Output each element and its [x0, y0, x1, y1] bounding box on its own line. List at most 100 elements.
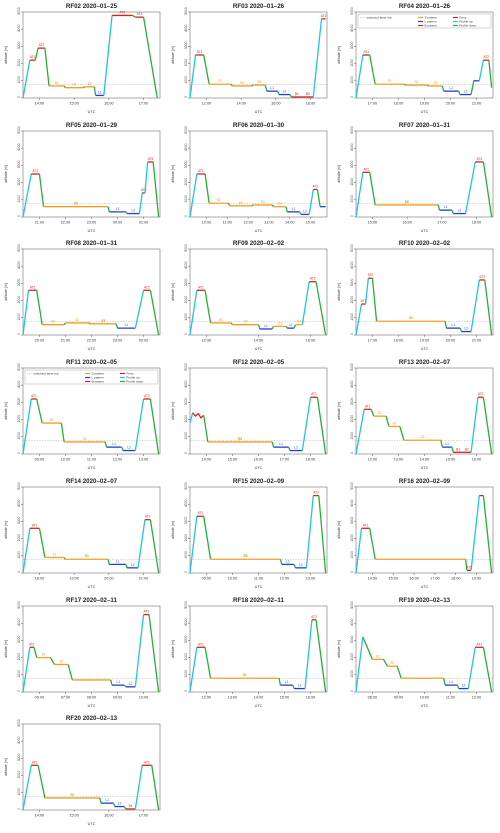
legend-label: Profile up	[126, 376, 139, 380]
segment-label: S1	[53, 553, 57, 557]
flight-segment-cyan	[355, 303, 363, 336]
x-tick-label: 11:00	[87, 458, 96, 462]
segment-label: S2	[409, 316, 413, 320]
flight-segment-green	[123, 684, 127, 688]
flight-panel-rf06: RF06 2020–01–30 0 1000 2000 3000 4000 5000 alti…	[170, 119, 330, 235]
flight-segment-cyan	[22, 765, 32, 811]
x-tick-label: 20:00	[446, 339, 456, 343]
flight-segment-green	[152, 161, 160, 218]
flight-segment-cyan	[137, 519, 146, 568]
plot-frame	[189, 11, 328, 99]
segment-label: AT3	[479, 275, 485, 279]
flight-segment-green	[204, 647, 212, 679]
y-tick-label: 5000	[17, 363, 21, 371]
x-tick-label: 16:00	[306, 339, 316, 343]
flight-segment-green	[34, 47, 39, 61]
y-tick-label: 4000	[350, 24, 354, 32]
flight-segment-green	[440, 440, 443, 448]
y-tick-label: 0	[350, 452, 354, 454]
flight-segment-green	[403, 83, 406, 86]
flight-segment-cyan	[301, 281, 310, 325]
y-tick-label: 3000	[350, 279, 354, 287]
segment-label: S2	[70, 793, 74, 797]
segment-label: L2	[462, 684, 466, 688]
chart-title: RF10 2020–02–02	[399, 240, 451, 247]
flight-segment-green	[451, 446, 454, 453]
flight-panel-rf13: RF13 2020–02–07 0 1000 2000 3000 4000 5000 alti…	[336, 356, 496, 472]
altitude-chart: RF10 2020–02–02 0 1000 2000 3000 4000 5000 alti…	[337, 240, 494, 351]
flight-segment-green	[115, 323, 119, 329]
altitude-chart: RF05 2020–01–29 0 1000 2000 3000 4000 5000 alti…	[4, 122, 161, 233]
segment-label: S1	[409, 316, 413, 320]
x-tick-label: 15:00	[368, 221, 378, 225]
segment-label: AT2	[143, 610, 149, 614]
flight-panel-rf10: RF10 2020–02–02 0 1000 2000 3000 4000 5000 alti…	[336, 237, 496, 353]
segment-label: S1	[243, 673, 247, 677]
flight-segment-green	[44, 48, 50, 87]
segment-label: AT2	[310, 277, 316, 281]
y-tick-label: 1000	[17, 551, 21, 559]
segment-label: L2	[283, 90, 287, 94]
altitude-chart: RF12 2020–02–05 0 1000 2000 3000 4000 5000 alti…	[171, 359, 328, 470]
flight-segment-cyan	[189, 647, 198, 693]
segment-label: AT1	[32, 760, 38, 764]
flight-segment-green	[470, 80, 475, 95]
y-tick-label: 3000	[17, 279, 21, 287]
segment-label: L1	[449, 86, 453, 90]
segment-label: S1	[74, 202, 78, 206]
x-tick-label: 13:00	[228, 696, 238, 700]
flight-segment-green	[121, 446, 124, 451]
chart-title: RF03 2020–01–26	[233, 3, 285, 10]
x-tick-label: 21:00	[61, 339, 71, 343]
flight-segment-green	[458, 90, 461, 95]
x-tick-label: 17:00	[430, 577, 440, 581]
x-tick-label: 10:00	[420, 696, 430, 700]
x-tick-label: 15:00	[280, 696, 290, 700]
flight-segment-green	[67, 664, 73, 681]
y-axis-label: altitude [m]	[4, 402, 8, 420]
flight-panel-rf20: RF20 2020–02–13 0 1000 2000 3000 4000 5000 alti…	[3, 712, 163, 828]
y-tick-label: 4000	[17, 380, 21, 388]
x-tick-label: 15:00	[389, 577, 399, 581]
flight-segment-cyan	[355, 636, 364, 693]
flight-panel-rf16: RF16 2020–02–09 0 1000 2000 3000 4000 5000 alti…	[336, 475, 496, 591]
y-axis-label: altitude [m]	[337, 402, 341, 420]
segment-label: AT2	[466, 565, 472, 569]
segment-label: L1	[116, 680, 120, 684]
segment-label: L1	[125, 323, 129, 327]
flight-segment-cyan	[138, 192, 143, 214]
segment-label: L2	[464, 90, 468, 94]
altitude-chart: RF09 2020–02–02 0 1000 2000 3000 4000 5000 alti…	[171, 240, 328, 351]
y-tick-label: 1000	[350, 551, 354, 559]
flight-segment-green	[149, 519, 160, 574]
y-tick-label: 5000	[184, 244, 188, 252]
flight-segment-cyan	[355, 54, 364, 99]
segment-label: S1	[51, 320, 55, 324]
x-tick-label: 18:00	[306, 458, 316, 462]
y-tick-label: 4000	[184, 24, 188, 32]
segment-label: S2	[75, 318, 79, 322]
segment-label: L2	[458, 209, 462, 213]
y-axis-label: altitude [m]	[4, 165, 8, 183]
flight-segment-cyan	[144, 161, 149, 193]
x-axis-label: UTC	[255, 704, 263, 708]
segment-label: L1	[444, 205, 448, 209]
flight-panel-rf08: RF08 2020–01–31 0 1000 2000 3000 4000 5000 alti…	[3, 237, 163, 353]
plot-frame	[189, 367, 328, 455]
legend-label: L pattern	[92, 376, 104, 380]
x-tick-label: 20:00	[446, 102, 456, 106]
y-axis-label: altitude [m]	[171, 46, 175, 64]
segment-label: AT1	[197, 50, 203, 54]
x-axis-label: UTC	[255, 347, 263, 351]
y-axis-label: altitude [m]	[4, 283, 8, 301]
segment-label: L1	[451, 323, 455, 327]
flight-segment-green	[107, 559, 110, 565]
segment-label: L1	[449, 680, 453, 684]
x-tick-label: 20:00	[35, 339, 45, 343]
segment-label: S1	[55, 81, 59, 85]
plot-frame	[189, 486, 328, 574]
segment-label: AT1	[29, 642, 35, 646]
y-tick-label: 1000	[17, 195, 21, 203]
x-tick-label: 17:00	[437, 221, 447, 225]
x-tick-label: 14:00	[285, 221, 295, 225]
